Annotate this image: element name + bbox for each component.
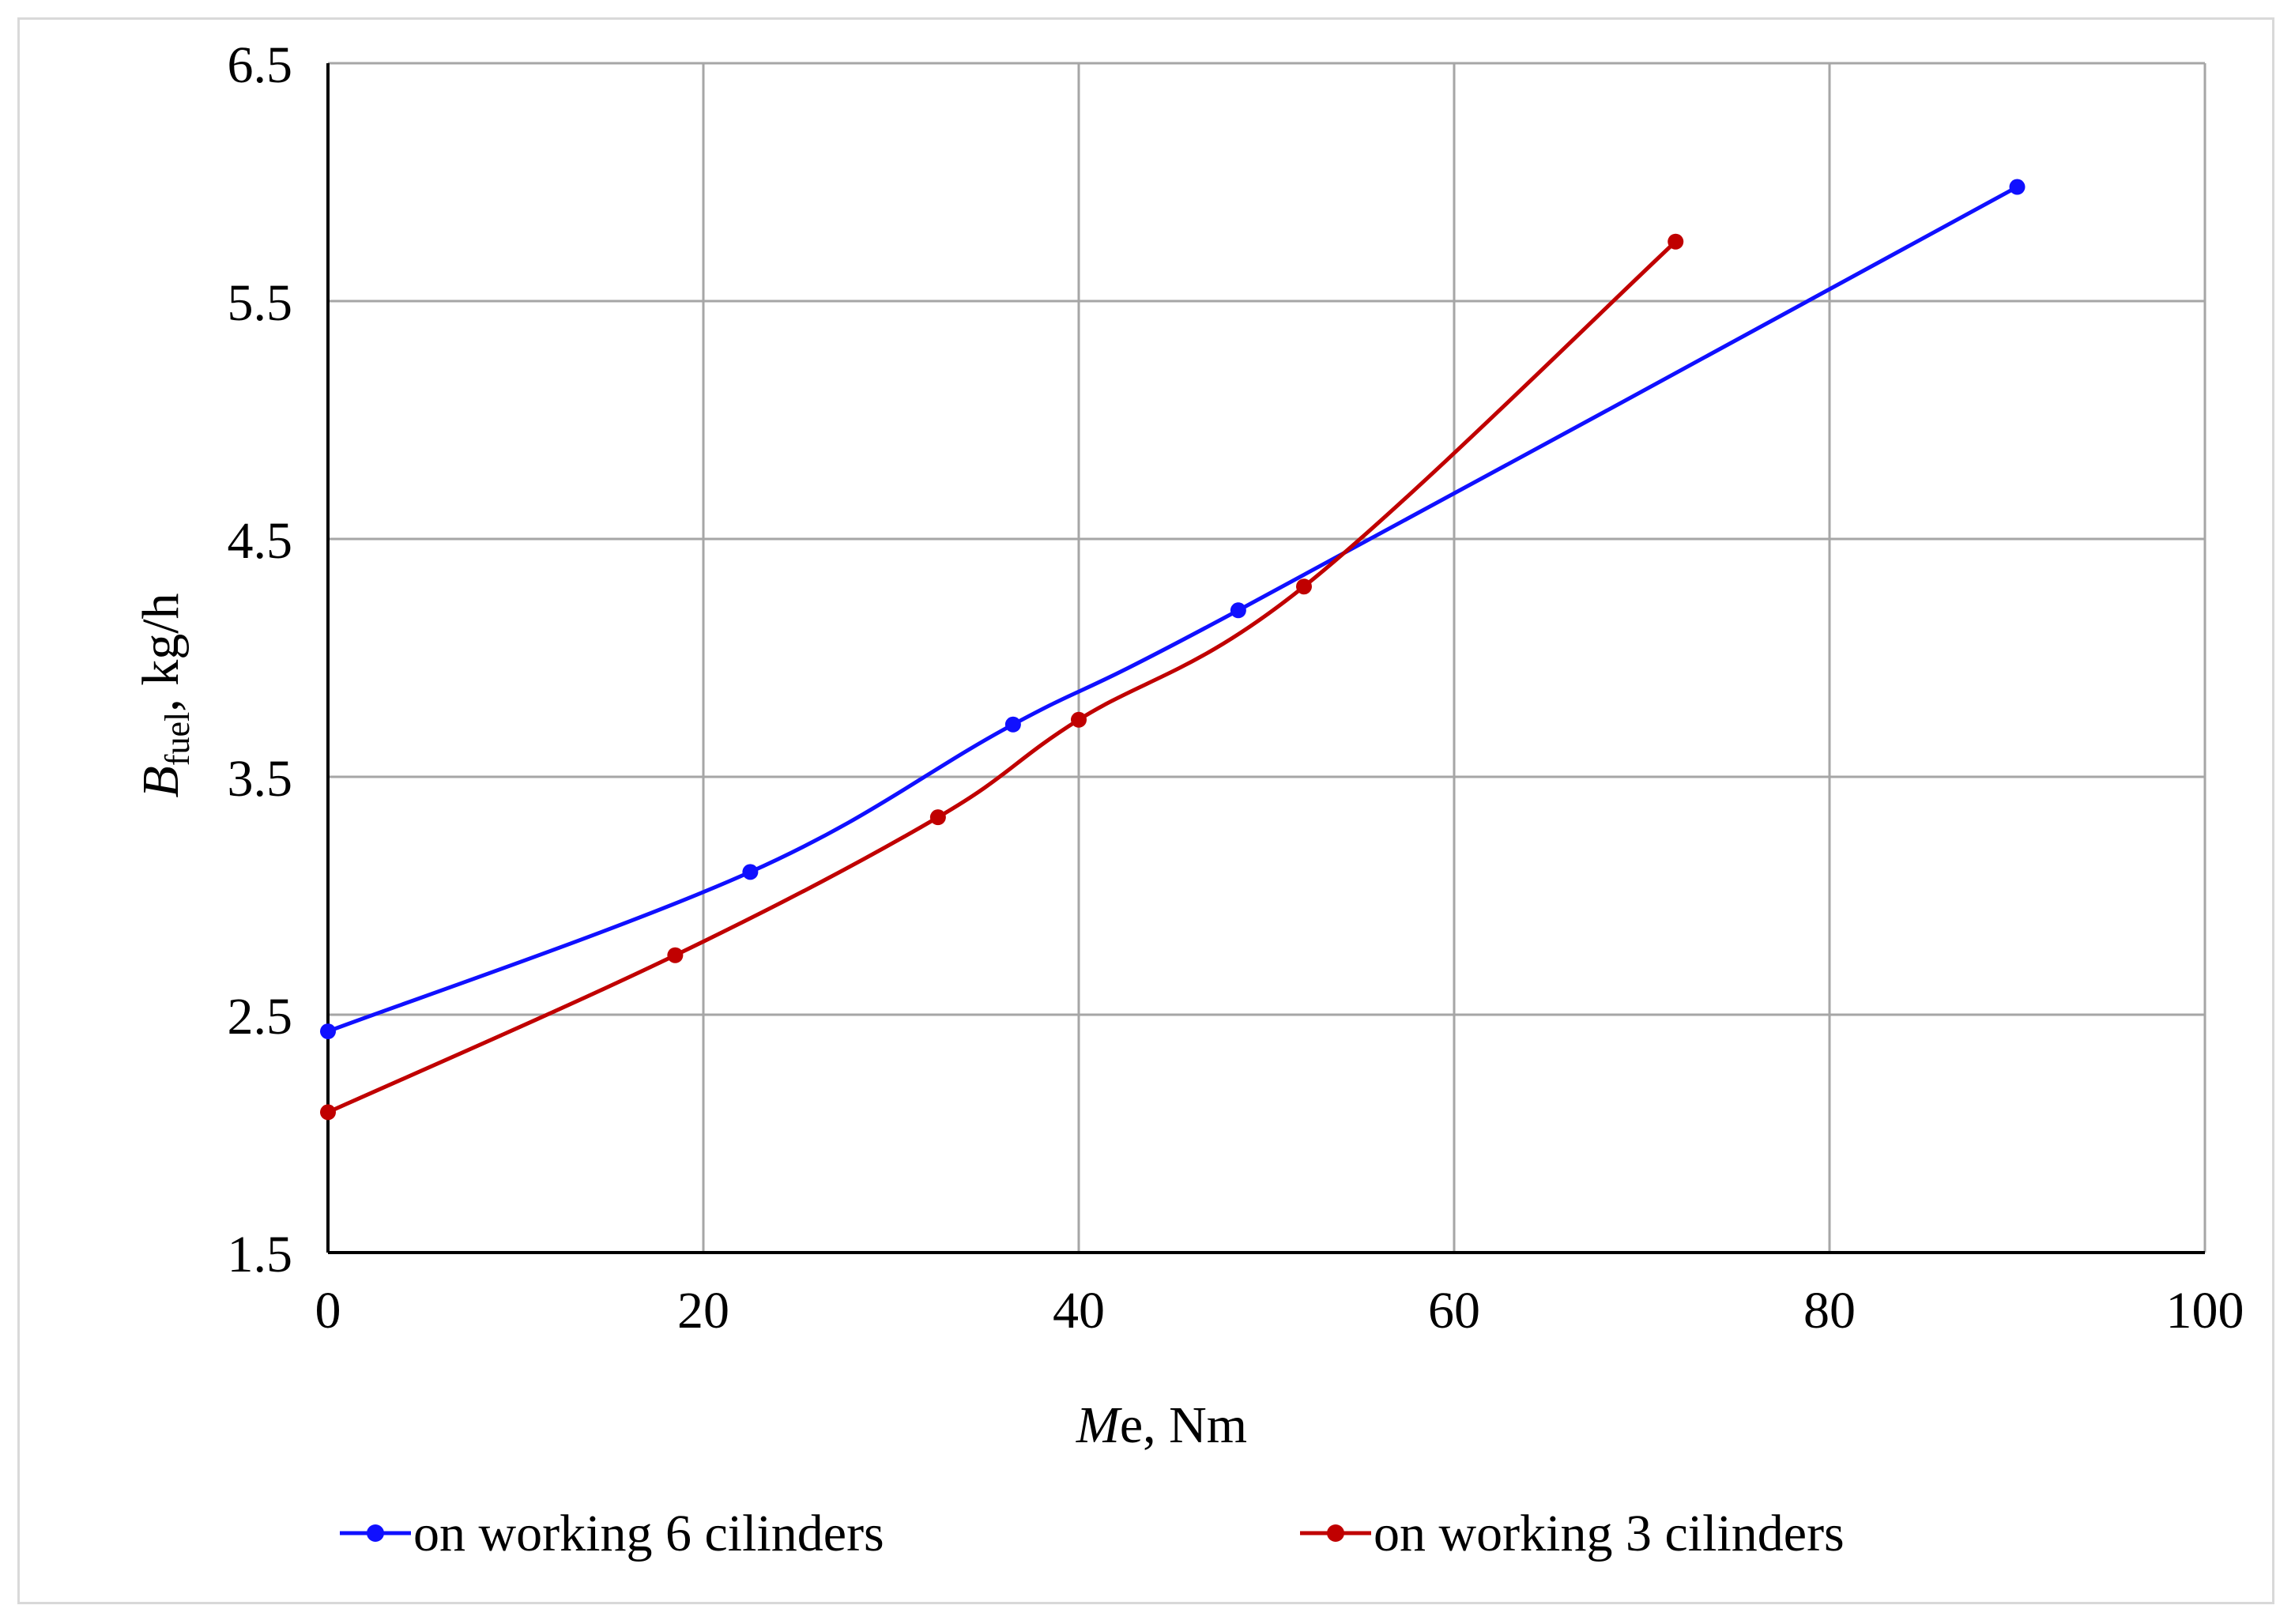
x-tick-label: 0 bbox=[315, 1282, 341, 1340]
y-tick-label: 5.5 bbox=[228, 274, 293, 332]
data-point bbox=[320, 1023, 336, 1040]
y-tick-labels: 1.5 2.5 3.5 4.5 5.5 6.5 bbox=[228, 36, 293, 1283]
legend-marker-6-cylinders bbox=[367, 1524, 384, 1542]
grid bbox=[326, 62, 2206, 1254]
data-point bbox=[1071, 711, 1087, 728]
y-tick-label: 2.5 bbox=[228, 988, 293, 1046]
x-axis-title-italic: M bbox=[1076, 1396, 1123, 1454]
data-point bbox=[1668, 233, 1684, 250]
series-line-0 bbox=[327, 185, 2018, 1034]
data-point bbox=[742, 864, 759, 880]
x-tick-label: 60 bbox=[1428, 1282, 1480, 1340]
legend: on working 6 cilinders on working 3 cili… bbox=[340, 1505, 1845, 1562]
series-1 bbox=[320, 233, 1684, 1121]
chart-frame bbox=[17, 17, 2274, 1604]
data-point bbox=[1004, 716, 1021, 733]
data-point bbox=[320, 1104, 336, 1121]
axes bbox=[326, 63, 2205, 1254]
data-point bbox=[1230, 602, 1246, 619]
x-tick-label: 20 bbox=[677, 1282, 729, 1340]
legend-item-3-cylinders: on working 3 cilinders bbox=[1300, 1505, 1845, 1562]
y-axis-title-rest: , kg/h bbox=[132, 593, 190, 711]
data-point bbox=[667, 947, 684, 963]
legend-label-6-cylinders: on working 6 cilinders bbox=[413, 1505, 884, 1562]
y-axis-title-sub: fuel bbox=[158, 712, 197, 766]
x-tick-label: 80 bbox=[1803, 1282, 1856, 1340]
x-axis-title: Me, Nm bbox=[1076, 1396, 1247, 1454]
x-axis-title-rest: e, Nm bbox=[1120, 1396, 1247, 1454]
data-point bbox=[2009, 179, 2026, 195]
x-tick-label: 100 bbox=[2166, 1282, 2244, 1340]
series-0 bbox=[320, 179, 2026, 1040]
legend-item-6-cylinders: on working 6 cilinders bbox=[340, 1505, 884, 1562]
data-point bbox=[929, 809, 946, 826]
y-tick-label: 3.5 bbox=[228, 750, 293, 808]
legend-label-3-cylinders: on working 3 cilinders bbox=[1374, 1505, 1845, 1562]
y-axis-title: Bfuel, kg/h bbox=[132, 593, 197, 797]
series-layer bbox=[320, 179, 2026, 1121]
series-line-1 bbox=[326, 239, 1677, 1114]
y-axis-title-italic: B bbox=[132, 766, 190, 797]
y-tick-label: 1.5 bbox=[228, 1226, 293, 1283]
legend-marker-3-cylinders bbox=[1327, 1524, 1344, 1542]
x-tick-label: 40 bbox=[1053, 1282, 1105, 1340]
y-tick-label: 6.5 bbox=[228, 36, 293, 94]
x-tick-labels: 0 20 40 60 80 100 bbox=[315, 1282, 2244, 1340]
y-tick-label: 4.5 bbox=[228, 512, 293, 570]
data-point bbox=[1296, 578, 1312, 595]
